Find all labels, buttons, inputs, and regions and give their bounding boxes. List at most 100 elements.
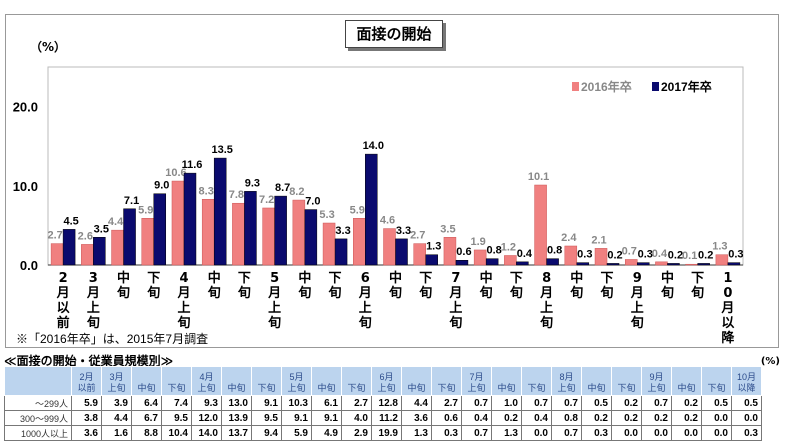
table-cell: 1.3 — [401, 425, 432, 441]
data-label: 2.6 — [78, 230, 93, 242]
x-tick-label-char: 上 — [268, 301, 281, 316]
x-tick-label-char: 月 — [630, 286, 644, 301]
data-label: 5.9 — [138, 204, 153, 216]
table-cell: 0.0 — [521, 425, 552, 441]
x-tick-label-char: 下 — [419, 271, 432, 286]
table-cell: 0.3 — [581, 425, 612, 441]
data-label: 0.8 — [547, 245, 562, 257]
bar-2017年卒 — [516, 261, 529, 266]
table-cell: 9.5 — [251, 410, 282, 426]
x-tick-label-char: 旬 — [176, 315, 190, 331]
table-cell: 0.6 — [431, 410, 462, 426]
row-label: 300～999人 — [4, 410, 72, 426]
table-cell: 4.0 — [341, 410, 372, 426]
bar-2017年卒 — [123, 208, 136, 266]
x-tick-label-char: 旬 — [539, 315, 553, 331]
table-cell: 1.6 — [101, 425, 132, 441]
table-cell: 0.7 — [461, 395, 492, 411]
table-cell: 9.4 — [251, 425, 282, 441]
data-label: 10.1 — [528, 171, 549, 183]
x-tick-label-char: 月 — [267, 286, 281, 301]
data-label: 7.8 — [229, 189, 244, 201]
x-tick-label-char: 8 — [542, 271, 551, 286]
x-tick-label-char: 上 — [631, 301, 644, 316]
x-tick-label-char: 0 — [723, 286, 732, 301]
table-cell: 3.9 — [101, 395, 132, 411]
data-label: 4.4 — [108, 216, 124, 228]
table-cell: 9.1 — [251, 395, 282, 411]
x-tick-label-char: 旬 — [660, 285, 674, 301]
chart-title: 面接の開始 — [345, 20, 443, 48]
table-cell: 0.7 — [551, 395, 582, 411]
data-label: 0.3 — [638, 249, 653, 261]
data-label: 3.5 — [94, 223, 109, 235]
legend-swatch — [572, 82, 579, 91]
column-header: 中旬 — [401, 366, 432, 396]
data-label: 5.3 — [319, 209, 334, 221]
table-cell: 3.6 — [401, 410, 432, 426]
data-label: 11.6 — [182, 159, 203, 171]
table-cell: 8.8 — [131, 425, 162, 441]
bar-2016年卒 — [655, 261, 668, 266]
data-label: 13.5 — [211, 144, 232, 156]
bar-2017年卒 — [667, 263, 680, 266]
data-label: 0.2 — [698, 249, 713, 261]
x-tick-label-char: 月 — [56, 286, 70, 301]
bar-2017年卒 — [62, 229, 76, 266]
data-table: 2月 以前 3月 上旬 中旬 下旬 4月 上旬 中旬 下旬 5月 上旬 中旬 下旬 6月 上旬 中旬 下旬 7月 上旬… — [4, 366, 762, 441]
x-tick-label-char: 月 — [539, 286, 553, 301]
table-cell: 14.0 — [191, 425, 222, 441]
x-tick-label-char: 前 — [57, 315, 70, 331]
table-cell: 2.7 — [431, 395, 462, 411]
x-tick-label-char: 2 — [59, 271, 68, 286]
table-cell: 1.0 — [491, 395, 522, 411]
column-header: 下旬 — [701, 366, 732, 396]
x-tick-label-char: 下 — [510, 271, 523, 286]
data-label: 2.7 — [47, 230, 62, 242]
table-cell: 0.4 — [521, 410, 552, 426]
column-header: 9月 上旬 — [641, 366, 672, 396]
x-tick-label-char: 旬 — [600, 285, 614, 301]
table-cell: 0.7 — [521, 395, 552, 411]
x-tick-label-char: 中 — [480, 270, 493, 286]
data-label: 2.1 — [591, 234, 606, 246]
table-cell: 0.2 — [671, 410, 702, 426]
data-label: 10.6 — [165, 167, 186, 179]
bar-2017年卒 — [304, 209, 318, 266]
column-header: 7月 上旬 — [461, 366, 492, 396]
data-label: 2.7 — [410, 230, 425, 242]
x-tick-label-char: 旬 — [479, 285, 493, 301]
bar-2017年卒 — [213, 157, 227, 266]
bar-2016年卒 — [262, 207, 275, 266]
x-tick-label-char: 旬 — [388, 285, 402, 301]
x-tick-label-char: 旬 — [86, 315, 100, 331]
bar-2016年卒 — [504, 255, 517, 266]
table-cell: 2.9 — [341, 425, 372, 441]
table-cell: 3.8 — [71, 410, 102, 426]
bar-2017年卒 — [455, 259, 469, 266]
column-header: 中旬 — [491, 366, 522, 396]
table-cell: 0.3 — [731, 425, 762, 441]
table-cell: 0.5 — [701, 395, 732, 411]
table-cell: 6.4 — [131, 395, 162, 411]
x-tick-label-char: 旬 — [328, 285, 342, 301]
y-tick-label: 10.0 — [13, 179, 38, 194]
x-tick-label-char: 旬 — [418, 285, 432, 301]
column-header: 8月 上旬 — [551, 366, 582, 396]
data-label: 1.3 — [712, 241, 727, 253]
x-tick-label-char: 旬 — [630, 315, 644, 331]
data-label: 7.1 — [124, 195, 139, 207]
table-row: ～299人 5.9 3.9 6.4 7.4 9.3 13.0 9.1 10.3 6.1 2.7 12.… — [4, 395, 762, 411]
bar-2017年卒 — [727, 262, 741, 266]
y-axis-unit: （%） — [30, 40, 67, 54]
bar-2016年卒 — [232, 202, 245, 266]
data-label: 0.3 — [728, 249, 743, 261]
data-label: 3.5 — [440, 223, 455, 235]
table-cell: 13.0 — [221, 395, 252, 411]
data-label: 5.9 — [350, 204, 365, 216]
x-tick-label-char: 9 — [633, 271, 642, 286]
column-header: 10月 以降 — [731, 366, 762, 396]
legend-label: 2017年卒 — [661, 79, 712, 94]
row-label: 1000人以上 — [4, 425, 72, 441]
bar-2017年卒 — [546, 258, 559, 266]
